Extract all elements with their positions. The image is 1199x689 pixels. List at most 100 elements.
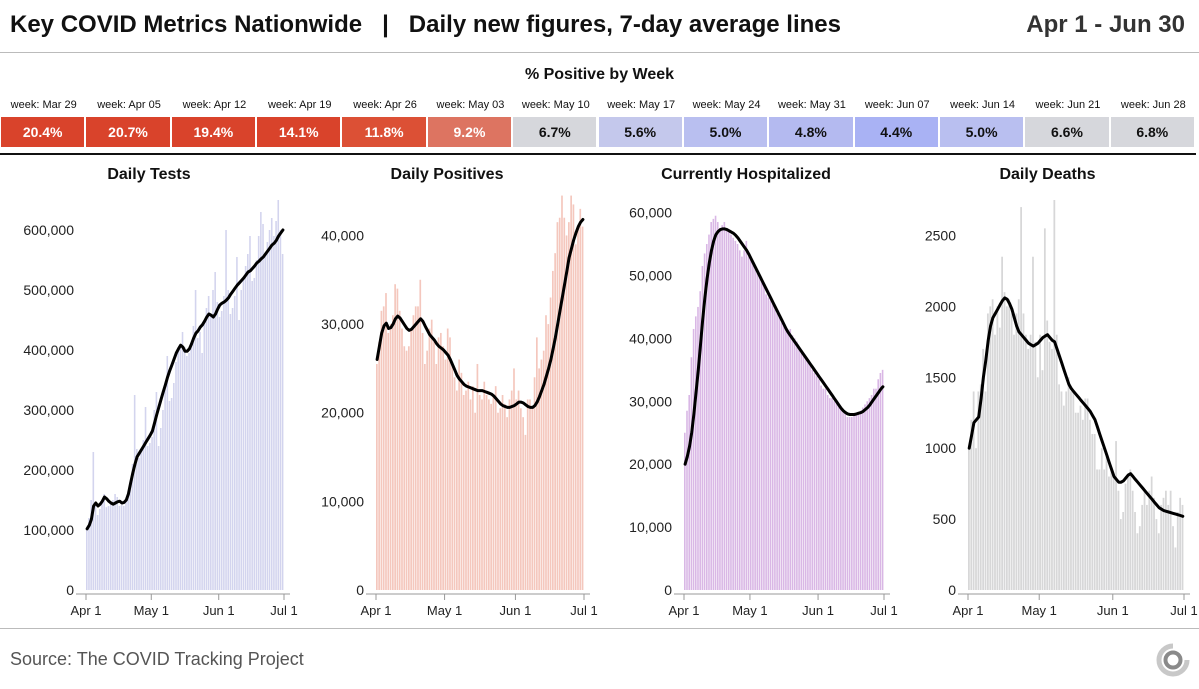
bar <box>1098 469 1101 590</box>
bar <box>701 266 704 590</box>
y-tick-label: 500 <box>933 511 957 527</box>
bar <box>826 395 829 590</box>
bar <box>266 242 269 590</box>
y-tick-label: 0 <box>356 582 364 598</box>
bar <box>214 272 216 590</box>
bar <box>1138 526 1141 590</box>
bar <box>1022 313 1025 590</box>
x-tick-label: Jul 1 <box>570 603 597 618</box>
bar <box>103 494 105 590</box>
positivity-cell: 5.6% <box>598 117 684 147</box>
bar <box>991 299 994 590</box>
bar <box>716 222 719 591</box>
bar <box>277 200 280 590</box>
bar <box>552 270 554 590</box>
bar <box>462 395 465 590</box>
bar <box>570 195 572 590</box>
bar <box>577 226 579 590</box>
bar <box>504 403 506 590</box>
bar <box>433 341 435 590</box>
bar <box>1077 412 1079 590</box>
week-label: week: May 10 <box>521 99 590 111</box>
bar <box>421 332 424 590</box>
bar <box>118 506 121 590</box>
bar <box>712 218 715 590</box>
bar <box>982 348 985 590</box>
bar <box>824 388 827 590</box>
bar <box>166 356 169 590</box>
bar <box>1174 547 1177 590</box>
bar <box>1065 391 1068 590</box>
bar <box>149 443 151 590</box>
bar <box>754 266 756 590</box>
bar <box>1058 384 1060 590</box>
x-tick-label: Apr 1 <box>952 603 983 618</box>
bar <box>864 404 866 590</box>
y-tick-label: 60,000 <box>629 205 672 221</box>
bar <box>260 212 262 590</box>
x-tick-label: Jun 1 <box>1097 603 1129 618</box>
bar <box>151 437 153 590</box>
bar <box>977 391 980 590</box>
bar <box>1089 419 1091 590</box>
bar <box>1053 200 1056 590</box>
bar <box>403 346 406 590</box>
source-note: Source: The COVID Tracking Project <box>10 649 304 669</box>
bar <box>1084 398 1087 590</box>
bar <box>467 381 470 590</box>
bar <box>398 310 401 590</box>
chart-currently-hospitalized: Currently Hospitalized 0 10,000 20,000 30,0… <box>596 160 898 626</box>
y-tick-label: 300,000 <box>23 402 74 418</box>
bar <box>1062 405 1065 590</box>
bar <box>92 452 95 590</box>
bar <box>970 419 973 590</box>
bar <box>727 231 730 591</box>
bar <box>417 306 419 590</box>
bar <box>844 413 847 590</box>
avg-line <box>683 227 885 466</box>
bar <box>279 230 282 590</box>
bar <box>1093 434 1096 590</box>
y-tick-label: 2000 <box>925 298 956 314</box>
bar <box>815 376 818 590</box>
y-tick-label: 1500 <box>925 369 956 385</box>
x-tick-label: Jul 1 <box>270 603 297 618</box>
bar <box>686 410 688 590</box>
bar <box>122 506 125 590</box>
bar <box>837 404 840 590</box>
week-label: week: May 17 <box>607 99 676 111</box>
bar <box>866 401 869 590</box>
bar <box>275 221 277 590</box>
y-tick-label: 0 <box>948 582 956 598</box>
bar <box>190 344 193 590</box>
bar <box>183 347 186 590</box>
x-tick-label: May 1 <box>732 603 767 618</box>
bar <box>545 315 547 590</box>
x-tick-label: May 1 <box>427 603 462 618</box>
bar <box>749 259 752 590</box>
bar <box>968 448 970 590</box>
week-label: week: Apr 05 <box>97 99 161 111</box>
bar <box>1039 334 1041 590</box>
bar <box>1020 207 1022 590</box>
positivity-cell: 6.8% <box>1110 117 1196 147</box>
bar <box>710 222 712 591</box>
bar <box>238 320 240 590</box>
bar <box>697 306 699 590</box>
positivity-title: % Positive by Week <box>524 66 675 83</box>
bar <box>405 350 408 590</box>
bar <box>730 234 732 590</box>
bar <box>1143 490 1146 590</box>
bar <box>820 385 822 590</box>
y-tick-label: 400,000 <box>23 342 74 358</box>
bar <box>1036 377 1039 590</box>
chart-title: Currently Hospitalized <box>661 166 831 183</box>
positivity-cell: 20.4% <box>1 117 87 147</box>
bar <box>796 341 798 590</box>
bar <box>481 399 483 590</box>
bar <box>244 266 247 590</box>
bar <box>1134 512 1136 590</box>
y-tick-label: 0 <box>664 582 672 598</box>
bar <box>262 224 264 590</box>
bar <box>1153 497 1155 590</box>
